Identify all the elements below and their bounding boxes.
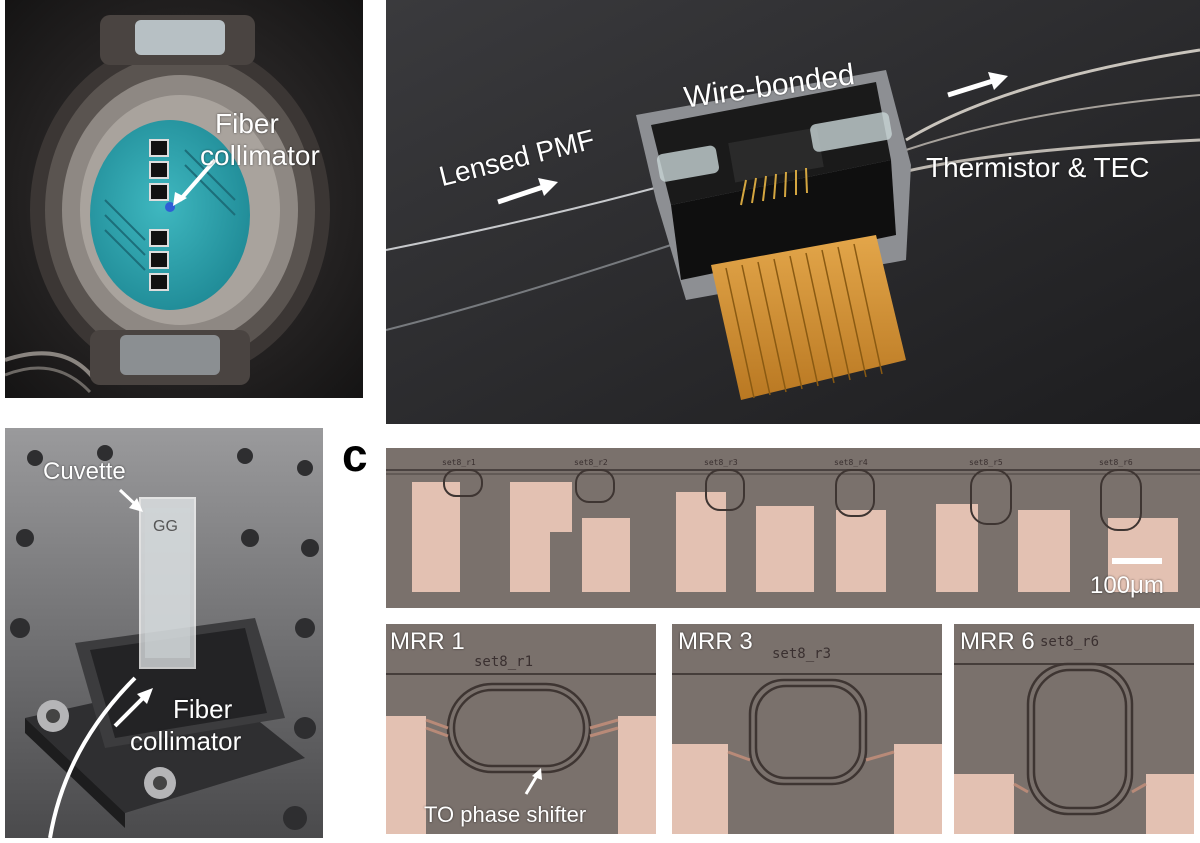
fiber-collimator-label-line1: Fiber: [215, 108, 279, 139]
mrr6-zoom-panel: MRR 6 set8_r6: [954, 624, 1194, 834]
cuvette-holder-illustration: [5, 428, 323, 838]
panel-c-overview-micrograph: set8_r1 set8_r2 set8_r3 set8_r4 set8_r5 …: [386, 448, 1200, 608]
panel-c-letter: c: [342, 429, 368, 481]
mrr6-title: MRR 6: [960, 628, 1035, 655]
mrr3-tag: set8_r3: [772, 646, 832, 662]
ring-tag-3: set8_r3: [704, 458, 738, 467]
mrr3-zoom-panel: MRR 3 set8_r3: [672, 624, 942, 834]
chip-holder-illustration: [5, 0, 363, 398]
mrr1-zoom-illustration: [386, 624, 656, 834]
thermistor-tec-label: Thermistor & TEC: [926, 152, 1150, 183]
mrr1-tag: set8_r1: [474, 654, 534, 670]
mrr1-zoom-panel: MRR 1 set8_r1 TO phase shifter: [386, 624, 656, 834]
cuvette-gg-text: GG: [153, 518, 178, 535]
mrr6-tag: set8_r6: [1040, 634, 1100, 650]
fiber-collimator-label-bottom-line2: collimator: [130, 726, 242, 756]
mrr1-title: MRR 1: [390, 628, 465, 655]
scale-bar-label: 100μm: [1090, 572, 1164, 599]
ring-tag-1: set8_r1: [442, 458, 476, 467]
ring-tag-4: set8_r4: [834, 458, 868, 467]
panel-a-bottom-photo: Cuvette GG Fiber collimator: [5, 428, 323, 838]
fiber-collimator-label-bottom-line1: Fiber: [173, 694, 233, 724]
fiber-collimator-label-line2: collimator: [200, 140, 320, 171]
panel-a-top-photo: Fiber collimator: [5, 0, 363, 398]
mrr3-title: MRR 3: [678, 628, 753, 655]
panel-b-photo: b Wire-bonded Lensed PMF Thermistor & TE…: [386, 0, 1200, 424]
ring-tag-5: set8_r5: [969, 458, 1003, 467]
ring-tag-6: set8_r6: [1099, 458, 1133, 467]
packaged-module-illustration: [386, 0, 1200, 424]
to-phase-shifter-label: TO phase shifter: [424, 802, 587, 827]
mrr-array-illustration: [386, 448, 1200, 608]
mrr6-zoom-illustration: [954, 624, 1194, 834]
ring-tag-2: set8_r2: [574, 458, 608, 467]
cuvette-label: Cuvette: [43, 458, 126, 485]
mrr3-zoom-illustration: [672, 624, 942, 834]
